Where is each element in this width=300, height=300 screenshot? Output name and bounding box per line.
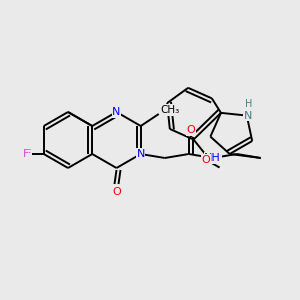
Text: N: N: [112, 107, 121, 117]
Text: O: O: [186, 125, 195, 135]
Text: F: F: [22, 149, 29, 159]
Text: NH: NH: [204, 153, 221, 163]
Text: O: O: [186, 125, 195, 135]
Text: N: N: [244, 111, 252, 121]
Text: H: H: [245, 99, 253, 109]
Text: O: O: [112, 187, 121, 197]
Text: CH₃: CH₃: [160, 105, 179, 115]
Text: CH₃: CH₃: [160, 105, 179, 115]
Text: O: O: [201, 154, 210, 164]
Text: O: O: [201, 154, 210, 164]
Text: H: H: [245, 99, 253, 109]
Text: NH: NH: [204, 153, 221, 163]
Text: N: N: [136, 149, 145, 159]
Text: O: O: [112, 187, 121, 197]
Text: N: N: [112, 107, 121, 117]
Text: N: N: [136, 149, 145, 159]
Text: N: N: [244, 111, 252, 121]
Text: F: F: [25, 149, 31, 159]
